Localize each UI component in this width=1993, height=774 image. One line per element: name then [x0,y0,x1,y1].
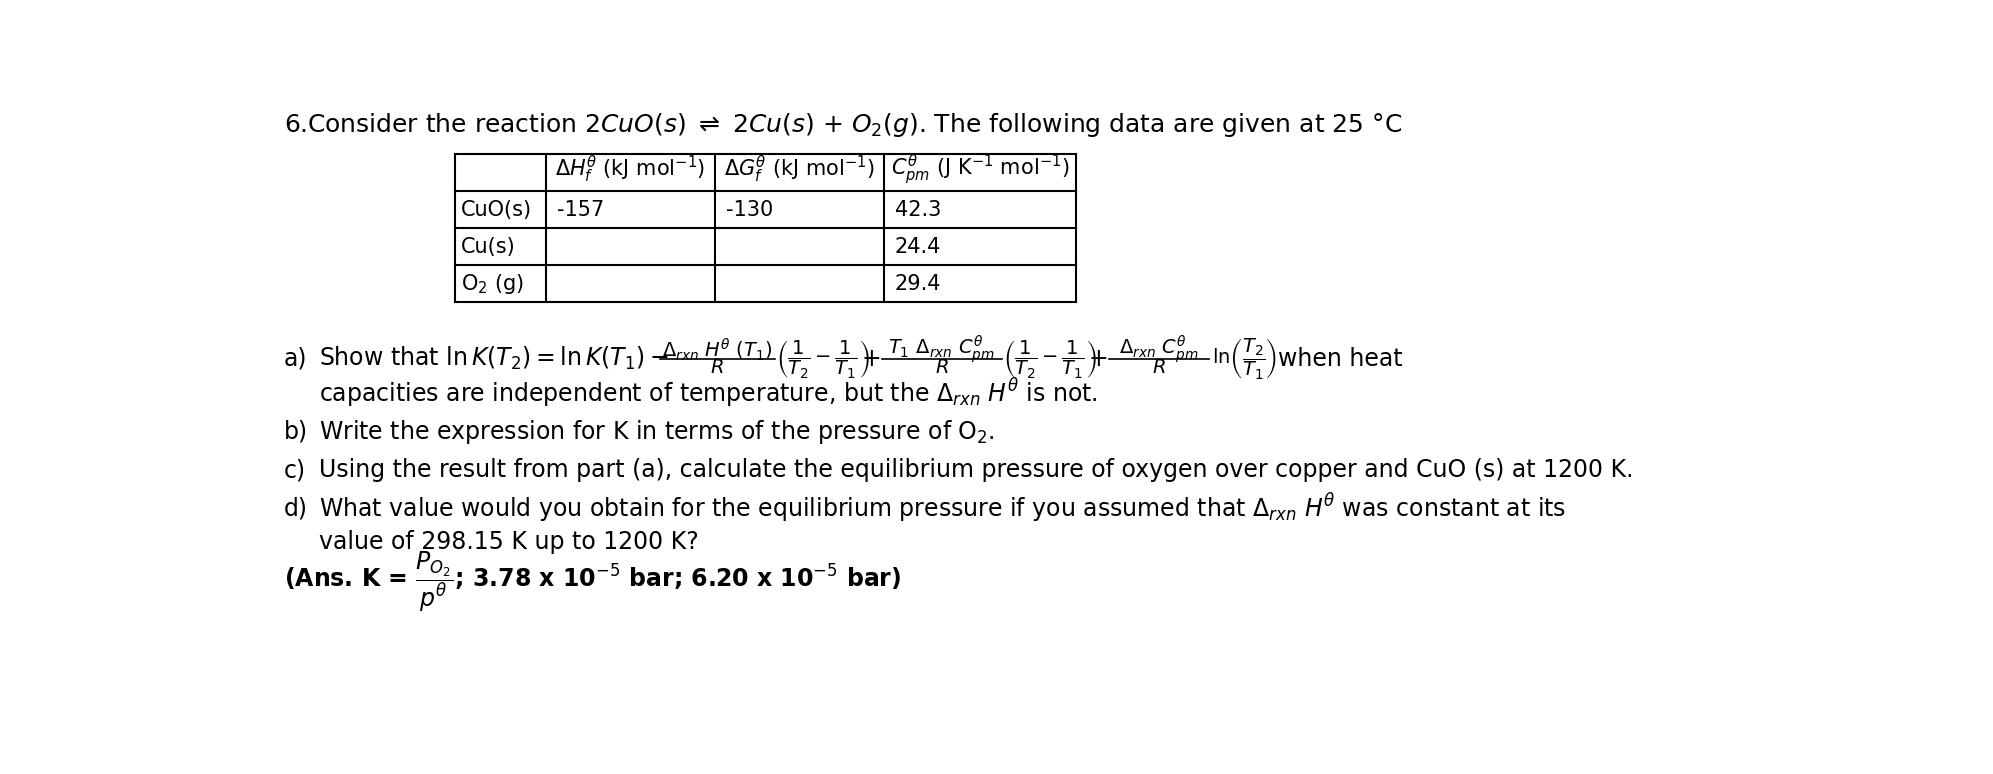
Text: d): d) [283,497,309,521]
Text: 29.4: 29.4 [895,274,941,294]
Text: CuO(s): CuO(s) [460,200,532,220]
Text: -157: -157 [556,200,604,220]
Text: $+$: $+$ [861,347,881,371]
Text: $\ln\!\left(\dfrac{T_2}{T_1}\right)$: $\ln\!\left(\dfrac{T_2}{T_1}\right)$ [1212,336,1278,381]
Text: a): a) [283,347,307,371]
Text: when heat: when heat [1278,347,1403,371]
Text: b): b) [283,420,309,444]
Text: 6.: 6. [283,113,309,137]
Text: value of 298.15 K up to 1200 K?: value of 298.15 K up to 1200 K? [319,529,700,553]
Text: $\Delta G_f^{\theta}$ (kJ mol$^{-1}$): $\Delta G_f^{\theta}$ (kJ mol$^{-1}$) [723,154,875,186]
Text: $\Delta_{rxn}\ H^{\theta}\ (T_1)$: $\Delta_{rxn}\ H^{\theta}\ (T_1)$ [662,336,773,362]
Text: $\!\left(\dfrac{1}{T_2} - \dfrac{1}{T_1}\right)$: $\!\left(\dfrac{1}{T_2} - \dfrac{1}{T_1}… [1004,337,1096,379]
Text: $C_{pm}^{\theta}$ (J K$^{-1}$ mol$^{-1}$): $C_{pm}^{\theta}$ (J K$^{-1}$ mol$^{-1}$… [891,152,1068,187]
Text: Using the result from part (a), calculate the equilibrium pressure of oxygen ove: Using the result from part (a), calculat… [319,458,1634,482]
Text: Write the expression for K in terms of the pressure of O$_2$.: Write the expression for K in terms of t… [319,418,995,446]
Text: $+$: $+$ [1088,347,1108,371]
Text: -130: -130 [725,200,773,220]
Text: 42.3: 42.3 [895,200,941,220]
Text: $\Delta H_f^{\theta}$ (kJ mol$^{-1}$): $\Delta H_f^{\theta}$ (kJ mol$^{-1}$) [556,154,706,186]
Text: Show that $\ln K(T_2) = \ln K(T_1) -$: Show that $\ln K(T_2) = \ln K(T_1) -$ [319,345,668,372]
Text: $\!\left(\dfrac{1}{T_2} - \dfrac{1}{T_1}\right)$: $\!\left(\dfrac{1}{T_2} - \dfrac{1}{T_1}… [777,337,869,379]
Text: O$_2$ (g): O$_2$ (g) [460,272,524,296]
Text: $T_1\ \Delta_{rxn}\ C_{pm}^{\theta}$: $T_1\ \Delta_{rxn}\ C_{pm}^{\theta}$ [889,334,995,365]
Text: $R$: $R$ [1152,358,1166,377]
Text: $R$: $R$ [710,358,723,377]
Text: Cu(s): Cu(s) [460,237,516,257]
Text: What value would you obtain for the equilibrium pressure if you assumed that $\D: What value would you obtain for the equi… [319,492,1566,526]
Text: (Ans. K = $\dfrac{P_{O_2}}{p^{\theta}}$; 3.78 x 10$^{-5}$ bar; 6.20 x 10$^{-5}$ : (Ans. K = $\dfrac{P_{O_2}}{p^{\theta}}$;… [283,550,901,614]
Text: 24.4: 24.4 [895,237,941,257]
Text: Consider the reaction 2$CuO(s)$ $\rightleftharpoons$ 2$Cu(s)$ + $O_2(g)$. The fo: Consider the reaction 2$CuO(s)$ $\rightl… [307,111,1403,139]
Text: $\Delta_{rxn}\ C_{pm}^{\theta}$: $\Delta_{rxn}\ C_{pm}^{\theta}$ [1120,334,1198,365]
Text: c): c) [283,458,307,482]
Text: capacities are independent of temperature, but the $\Delta_{rxn}\ H^{\theta}$ is: capacities are independent of temperatur… [319,376,1098,410]
Text: $R$: $R$ [935,358,949,377]
